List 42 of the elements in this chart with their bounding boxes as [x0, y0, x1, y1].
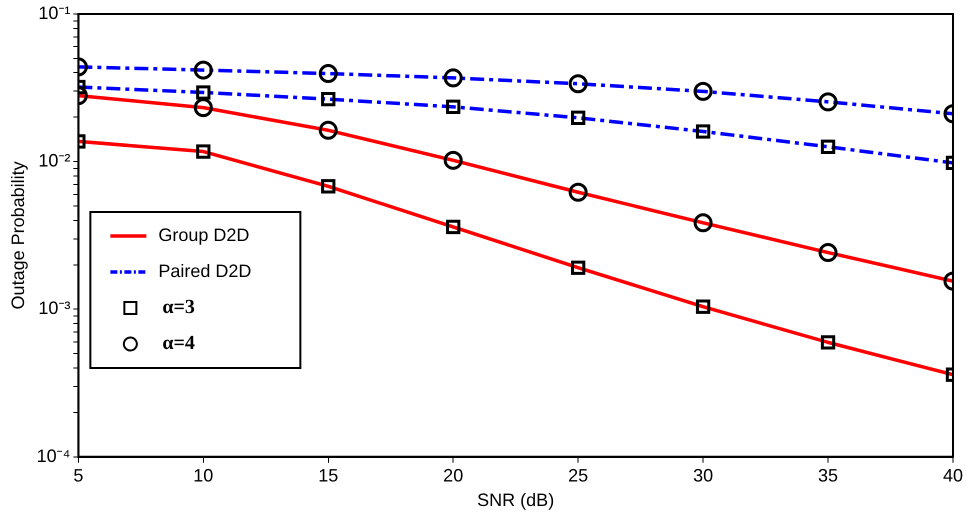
x-tick-label: 35 — [818, 466, 838, 486]
x-tick-label: 25 — [568, 466, 588, 486]
point — [318, 120, 338, 140]
point — [446, 220, 460, 234]
point — [196, 85, 210, 100]
x-axis-title: SNR (dB) — [477, 490, 554, 510]
point — [444, 68, 463, 88]
point — [444, 150, 463, 170]
point — [696, 300, 710, 314]
point — [570, 110, 586, 125]
point — [321, 179, 336, 194]
y-tick-label: 10⁻⁴ — [36, 446, 70, 466]
point — [570, 260, 586, 275]
y-tick-label: 10⁻² — [38, 150, 70, 171]
point — [196, 144, 210, 159]
point — [820, 335, 836, 350]
x-tick-label: 15 — [318, 466, 338, 486]
point — [318, 64, 338, 84]
point — [194, 60, 213, 80]
legend-label: Paired D2D — [158, 260, 252, 281]
x-tick-label: 5 — [73, 466, 84, 486]
point — [568, 182, 588, 202]
x-tick-label: 20 — [443, 466, 464, 486]
point — [321, 92, 336, 106]
point — [194, 98, 213, 118]
legend-label: Group D2D — [158, 224, 250, 245]
point — [818, 243, 838, 262]
legend-label: α=3 — [162, 296, 195, 318]
point — [818, 92, 838, 112]
point — [694, 82, 713, 101]
point — [696, 124, 710, 139]
point — [568, 74, 588, 94]
x-tick-label: 30 — [693, 466, 714, 486]
y-tick-label: 10⁻¹ — [38, 2, 70, 23]
point — [446, 100, 460, 114]
point — [694, 213, 713, 232]
point — [820, 140, 836, 154]
y-tick-label: 10⁻³ — [38, 298, 70, 318]
y-axis-title: Outage Probability — [8, 161, 28, 310]
legend-label: α=4 — [162, 332, 195, 354]
x-tick-label: 10 — [193, 466, 214, 486]
x-tick-label: 40 — [942, 466, 964, 486]
